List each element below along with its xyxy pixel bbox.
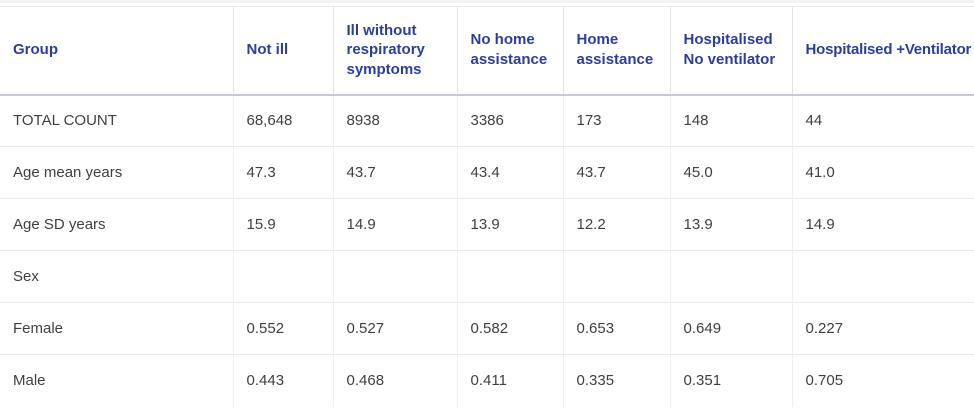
row-label: Age SD years — [0, 198, 233, 251]
table-row-female: Female 0.552 0.527 0.582 0.653 0.649 0.2… — [0, 302, 974, 355]
table-cell: 43.7 — [332, 146, 457, 199]
table-cell: 0.411 — [456, 354, 563, 407]
table-row-age-sd: Age SD years 15.9 14.9 13.9 12.2 13.9 14… — [0, 198, 974, 251]
table-row-male: Male 0.443 0.468 0.411 0.335 0.351 0.705 — [0, 354, 974, 407]
table-cell: 15.9 — [232, 198, 333, 251]
table-row-sex: Sex — [0, 250, 974, 303]
row-label: Male — [0, 354, 233, 407]
top-edge-strip — [0, 0, 974, 3]
table-cell: 43.4 — [456, 146, 563, 199]
table-cell: 0.335 — [562, 354, 670, 407]
table-cell: 14.9 — [332, 198, 457, 251]
row-label: Age mean years — [0, 146, 233, 199]
table-cell: 43.7 — [562, 146, 670, 199]
table-body: TOTAL COUNT 68,648 8938 3386 173 148 44 … — [0, 94, 974, 407]
table-cell: 0.705 — [791, 354, 974, 407]
column-header-home-assistance: Home assistance — [562, 6, 670, 96]
table-row-age-mean: Age mean years 47.3 43.7 43.4 43.7 45.0 … — [0, 146, 974, 199]
row-label: Sex — [0, 250, 233, 303]
table-cell: 8938 — [332, 94, 457, 147]
table-cell: 44 — [791, 94, 974, 147]
table-cell: 14.9 — [791, 198, 974, 251]
table-cell: 13.9 — [669, 198, 792, 251]
table-cell: 0.527 — [332, 302, 457, 355]
table-cell: 173 — [562, 94, 670, 147]
table-cell — [791, 250, 974, 303]
column-header-hospitalised-ventilator: Hospitalised +Ventilator — [791, 6, 974, 96]
table-cell: 12.2 — [562, 198, 670, 251]
table-header: Group Not ill Ill without respiratory sy… — [0, 6, 974, 96]
column-header-ill-without-respiratory-symptoms: Ill without respiratory symptoms — [332, 6, 457, 96]
table-cell — [332, 250, 457, 303]
top-gap — [0, 3, 974, 6]
column-header-not-ill: Not ill — [232, 6, 333, 96]
row-label: TOTAL COUNT — [0, 94, 233, 147]
table-cell: 13.9 — [456, 198, 563, 251]
table-cell — [232, 250, 333, 303]
table-cell — [456, 250, 563, 303]
column-header-no-home-assistance: No home assistance — [456, 6, 563, 96]
table-cell: 68,648 — [232, 94, 333, 147]
table-cell: 0.468 — [332, 354, 457, 407]
table-cell: 47.3 — [232, 146, 333, 199]
table-cell: 0.653 — [562, 302, 670, 355]
table-cell: 0.351 — [669, 354, 792, 407]
table-cell: 0.443 — [232, 354, 333, 407]
table-cell — [669, 250, 792, 303]
header-row: Group Not ill Ill without respiratory sy… — [0, 6, 974, 96]
group-statistics-table: Group Not ill Ill without respiratory sy… — [0, 6, 974, 407]
table-cell: 0.227 — [791, 302, 974, 355]
table-cell: 0.582 — [456, 302, 563, 355]
table-cell: 3386 — [456, 94, 563, 147]
table-cell: 45.0 — [669, 146, 792, 199]
table-cell: 0.649 — [669, 302, 792, 355]
table-cell: 0.552 — [232, 302, 333, 355]
table-cell: 41.0 — [791, 146, 974, 199]
table-row-total-count: TOTAL COUNT 68,648 8938 3386 173 148 44 — [0, 94, 974, 147]
row-label: Female — [0, 302, 233, 355]
column-header-group: Group — [0, 6, 233, 96]
column-header-hospitalised-no-ventilator: Hospitalised No ventilator — [669, 6, 792, 96]
table-cell: 148 — [669, 94, 792, 147]
table-cell — [562, 250, 670, 303]
